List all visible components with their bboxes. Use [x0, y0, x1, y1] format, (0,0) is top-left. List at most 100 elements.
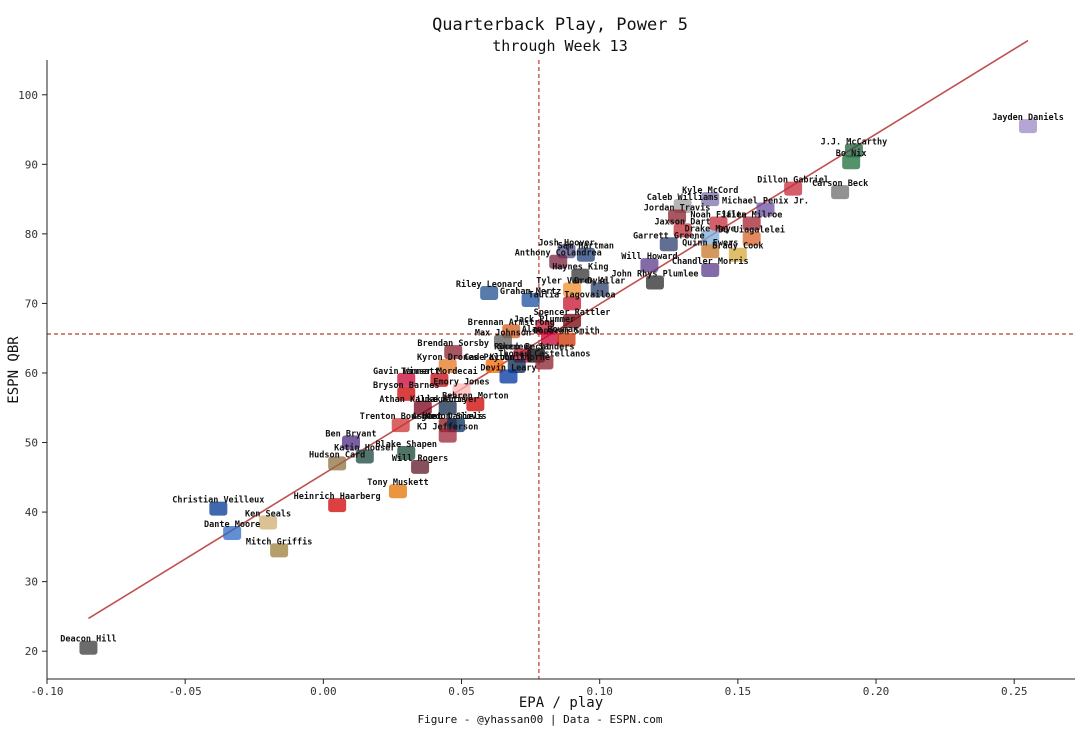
point-label-christian-veilleux: Christian Veilleux — [172, 495, 264, 506]
point-katin-houser — [355, 449, 374, 464]
point-tanner-mordecai — [430, 372, 449, 387]
point-label-kyle-mccord: Kyle McCord — [682, 186, 738, 196]
y-tick-label: 30 — [25, 576, 38, 589]
point-label-katin-houser: Katin Houser — [334, 442, 395, 453]
point-label-chandler-morris: Chandler Morris — [672, 256, 749, 267]
x-axis-title: EPA / play — [519, 695, 603, 711]
point-label-noah-fifita: Noah Fifita — [690, 209, 746, 220]
point-label-kyron-drones: Kyron Drones — [417, 353, 478, 363]
point-cade-klubnik — [485, 359, 504, 374]
chart-subtitle: through Week 13 — [492, 37, 627, 55]
point-label-john-rhys-plumlee: John Rhys Plumlee — [611, 270, 698, 280]
point-label-dj-uiagalelei: DJ Uiagalelei — [718, 225, 785, 236]
point-label-caleb-williams: Caleb Williams — [647, 192, 719, 203]
point-label-rocco-becht: Rocco Becht — [494, 343, 550, 353]
point-jaxson-dart — [673, 223, 692, 238]
point-john-rhys-plumlee — [645, 275, 664, 290]
point-label-luke-altmyer: Luke Altmyer — [417, 395, 478, 405]
point-label-trenton-bourguet: Trenton Bourguet — [360, 412, 442, 422]
point-label-jordan-travis: Jordan Travis — [644, 202, 711, 213]
x-tick-label: -0.05 — [169, 685, 202, 698]
point-label-ashton-daniels: Ashton Daniels — [412, 411, 484, 422]
x-tick-label: 0.25 — [1001, 685, 1028, 698]
point-label-haynes-king: Haynes King — [552, 262, 608, 273]
point-label-j-j-mccarthy: J.J. McCarthy — [821, 137, 888, 147]
point-deacon-hill — [79, 640, 98, 655]
point-mitch-griffis — [270, 543, 289, 558]
point-label-gavin-wimsatt: Gavin Wimsatt — [373, 366, 440, 377]
y-tick-label: 100 — [18, 89, 38, 102]
point-label-jack-plummer: Jack Plummer — [514, 315, 575, 325]
point-graham-mertz — [521, 292, 540, 307]
point-label-emory-jones: Emory Jones — [433, 377, 489, 387]
y-tick-label: 70 — [25, 297, 38, 310]
y-tick-label: 40 — [25, 506, 38, 519]
point-label-anthony-colandrea: Anthony Colandrea — [515, 249, 602, 259]
point-bo-nix — [842, 155, 861, 170]
point-thomas-castellanos — [535, 355, 554, 370]
point-label-athan-kaliakmanis: Athan Kaliakmanis — [379, 394, 466, 405]
point-label-graham-mertz: Graham Mertz — [500, 287, 561, 297]
point-label-heinrich-haarberg: Heinrich Haarberg — [294, 491, 381, 502]
point-label-brady-cook: Brady Cook — [712, 242, 763, 252]
point-ken-seals — [259, 515, 278, 530]
y-axis-title: ESPN QBR — [6, 336, 22, 404]
point-label-shedeur-sanders: Shedeur Sanders — [498, 343, 575, 353]
point-label-hudson-card: Hudson Card — [309, 450, 365, 460]
point-noah-fifita — [709, 216, 728, 231]
point-label-alan-bowman: Alan Bowman — [522, 325, 578, 335]
point-dillon-gabriel — [784, 181, 803, 196]
point-label-carson-beck: Carson Beck — [812, 179, 868, 189]
point-blake-shapen — [397, 445, 416, 460]
point-brady-cook — [728, 247, 747, 262]
point-label-dillon-gabriel: Dillon Gabriel — [757, 175, 829, 186]
point-label-garrett-greene: Garrett Greene — [633, 231, 705, 241]
point-max-johnson — [493, 334, 512, 349]
point-garrett-greene — [659, 237, 678, 252]
point-label-tanner-mordecai: Tanner Mordecai — [401, 366, 478, 377]
y-tick-label: 90 — [25, 158, 38, 171]
point-label-thomas-castellanos: Thomas Castellanos — [498, 350, 590, 360]
point-label-tony-muskett: Tony Muskett — [367, 478, 428, 488]
point-label-will-howard: Will Howard — [621, 251, 677, 262]
point-label-drew-allar: Drew Allar — [574, 277, 625, 287]
point-label-brennan-armstrong: Brennan Armstrong — [468, 318, 555, 328]
point-label-sam-hartman: Sam Hartman — [558, 242, 614, 252]
point-jalen-milroe — [742, 216, 761, 231]
point-label-max-johnson: Max Johnson — [475, 329, 531, 339]
point-dj-uiagalelei — [742, 231, 761, 246]
point-hudson-card — [328, 456, 347, 471]
point-trenton-bourguet — [391, 418, 410, 433]
point-brendan-sorsby — [444, 345, 463, 360]
point-label-ken-seals: Ken Seals — [245, 510, 291, 520]
x-tick-label: 0.20 — [863, 685, 890, 698]
figure-caption: Figure - @yhassan00 | Data - ESPN.com — [417, 713, 662, 726]
point-label-will-rogers: Will Rogers — [392, 453, 448, 464]
y-tick-label: 80 — [25, 228, 38, 241]
x-tick-label: 0.15 — [725, 685, 752, 698]
point-label-bo-nix: Bo Nix — [836, 148, 867, 159]
point-label-devin-leary: Devin Leary — [480, 362, 536, 373]
point-spencer-rattler — [563, 313, 582, 328]
point-drake-maye — [701, 230, 720, 245]
regression-line — [88, 39, 1029, 620]
point-michael-penix-jr — [756, 202, 775, 217]
point-gavin-wimsatt — [397, 372, 416, 387]
point-label-deacon-hill: Deacon Hill — [60, 634, 116, 645]
point-label-tyler-van-dyke: Tyler Van Dyke — [536, 277, 608, 287]
point-jordan-travis — [668, 209, 687, 224]
point-heinrich-haarberg — [328, 498, 347, 513]
point-christian-veilleux — [209, 501, 228, 516]
point-luke-altmyer — [438, 400, 457, 415]
point-will-howard — [640, 258, 659, 273]
point-j-j-mccarthy — [844, 143, 863, 158]
point-label-mitch-griffis: Mitch Griffis — [246, 536, 313, 547]
x-tick-label: 0.10 — [586, 685, 613, 698]
point-label-dante-moore: Dante Moore — [204, 520, 260, 530]
point-label-riley-leonard: Riley Leonard — [456, 279, 523, 290]
y-tick-label: 20 — [25, 645, 38, 658]
point-label-kedon-slovis: Kedon Slovis — [425, 411, 486, 422]
y-tick-label: 60 — [25, 367, 38, 380]
